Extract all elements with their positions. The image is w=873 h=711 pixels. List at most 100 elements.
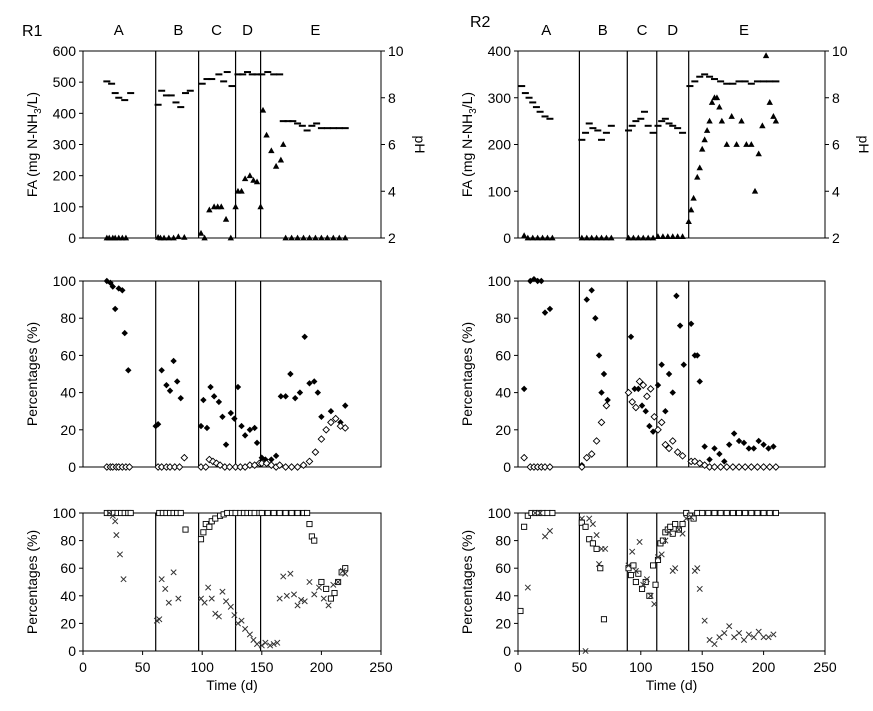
x-marker bbox=[629, 548, 636, 555]
open-square-marker bbox=[679, 520, 686, 528]
dash-marker bbox=[717, 80, 725, 83]
triangle-marker bbox=[253, 178, 261, 185]
x-tick-label: 50 bbox=[135, 659, 151, 675]
triangle-marker bbox=[728, 113, 735, 119]
filled-diamond-marker bbox=[654, 381, 662, 389]
dash-marker bbox=[585, 122, 593, 125]
open-square-marker bbox=[127, 509, 134, 517]
x-marker bbox=[654, 554, 662, 561]
x-marker bbox=[632, 567, 639, 575]
triangle-marker bbox=[755, 150, 762, 157]
x-marker bbox=[234, 620, 242, 627]
open-square-marker bbox=[672, 520, 679, 528]
dash-marker bbox=[308, 124, 316, 127]
x-marker bbox=[170, 569, 177, 576]
dash-marker bbox=[313, 122, 321, 125]
y-tick-label: 80 bbox=[60, 310, 76, 326]
x-marker bbox=[740, 636, 748, 644]
x-marker bbox=[335, 578, 342, 586]
filled-diamond-marker bbox=[642, 408, 649, 415]
panel-r2-top: 0 100 200 300 400 2 4 6 8 10 pH FA (mg N-NH3/L) A B C D… bbox=[459, 22, 872, 246]
open-diamond-marker bbox=[639, 381, 648, 389]
x-marker bbox=[765, 634, 772, 641]
open-diamond-marker bbox=[716, 463, 725, 471]
y-tick-label: 20 bbox=[60, 615, 76, 631]
filled-diamond-marker bbox=[203, 424, 211, 432]
dash-marker bbox=[747, 82, 755, 85]
open-square-marker bbox=[597, 565, 604, 572]
triangle-marker bbox=[122, 234, 130, 241]
open-square-marker bbox=[270, 509, 277, 517]
dash-marker bbox=[661, 117, 669, 120]
open-square-marker bbox=[318, 578, 325, 586]
filled-diamond-marker bbox=[158, 367, 165, 374]
dash-marker bbox=[264, 71, 272, 74]
dash-marker bbox=[239, 73, 247, 76]
x-marker bbox=[532, 509, 539, 517]
open-diamond-marker bbox=[592, 437, 601, 445]
x-marker bbox=[290, 591, 298, 598]
triangle-marker bbox=[644, 234, 652, 241]
open-diamond-marker bbox=[710, 463, 719, 471]
x-tick-label: 100 bbox=[629, 659, 653, 675]
open-square-marker bbox=[699, 509, 706, 517]
y-tick-label: 20 bbox=[495, 615, 511, 631]
open-square-marker bbox=[652, 581, 659, 588]
x-marker bbox=[683, 515, 690, 522]
x-marker bbox=[595, 561, 603, 568]
triangle-marker bbox=[520, 232, 528, 239]
filled-diamond-marker bbox=[296, 389, 304, 396]
y-tick-label: 40 bbox=[60, 385, 76, 401]
open-diamond-marker bbox=[175, 463, 184, 471]
triangle-marker bbox=[699, 145, 706, 152]
triangle-marker bbox=[336, 234, 343, 241]
x-marker bbox=[158, 576, 165, 583]
open-diamond-marker bbox=[317, 435, 326, 443]
open-square-marker bbox=[638, 585, 646, 592]
triangle-marker bbox=[759, 122, 766, 129]
y-tick-label: 200 bbox=[488, 137, 512, 153]
dash-marker bbox=[243, 71, 251, 74]
filled-diamond-marker bbox=[173, 378, 181, 385]
x-marker bbox=[735, 630, 743, 637]
dash-marker bbox=[701, 73, 709, 76]
y-tick-label: 0 bbox=[503, 230, 511, 246]
triangle-marker bbox=[770, 113, 777, 119]
triangle-marker bbox=[544, 234, 551, 241]
filled-diamond-marker bbox=[301, 333, 308, 340]
open-square-marker bbox=[182, 526, 189, 533]
x-marker bbox=[672, 565, 679, 572]
filled-diamond-marker bbox=[716, 450, 723, 458]
triangle-marker bbox=[238, 187, 245, 194]
filled-diamond-marker bbox=[219, 413, 226, 420]
filled-diamond-marker bbox=[534, 277, 541, 285]
x-marker bbox=[280, 573, 287, 580]
x-marker bbox=[640, 581, 647, 588]
triangle-marker bbox=[268, 147, 275, 154]
dash-marker bbox=[669, 124, 677, 127]
open-square-marker bbox=[311, 537, 318, 544]
filled-diamond-marker bbox=[125, 367, 132, 374]
triangle-marker bbox=[588, 234, 595, 241]
y-tick-label: 40 bbox=[495, 588, 511, 604]
open-square-marker bbox=[646, 592, 653, 599]
triangle-marker bbox=[708, 99, 716, 105]
open-diamond-marker bbox=[747, 463, 756, 471]
open-square-marker bbox=[593, 545, 600, 552]
filled-diamond-marker bbox=[253, 439, 261, 447]
dash-marker bbox=[686, 85, 694, 88]
open-diamond-marker bbox=[582, 453, 591, 462]
y-tick-label: 60 bbox=[495, 347, 511, 363]
open-diamond-marker bbox=[705, 463, 714, 471]
dash-marker bbox=[186, 89, 194, 92]
open-diamond-marker bbox=[125, 463, 134, 471]
dash-marker bbox=[121, 99, 129, 102]
dash-marker bbox=[607, 124, 615, 127]
x-marker bbox=[116, 551, 124, 558]
x-marker bbox=[586, 515, 593, 522]
triangle-marker bbox=[294, 234, 301, 241]
filled-diamond-marker bbox=[711, 445, 718, 452]
open-square-marker bbox=[197, 536, 205, 543]
dash-marker bbox=[289, 120, 297, 123]
x-marker bbox=[688, 514, 695, 521]
